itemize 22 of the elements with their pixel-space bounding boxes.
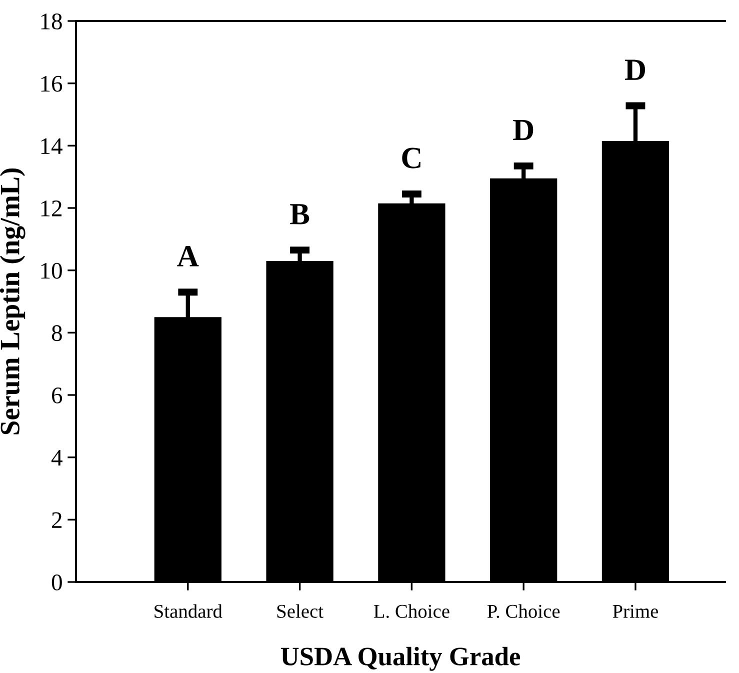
annotation: D (624, 60, 646, 80)
x-tick-label: Standard (154, 604, 222, 618)
annotation: B (290, 204, 310, 224)
y-tick-label: 4 (51, 450, 62, 466)
annotation: C (402, 148, 420, 168)
y-axis-title: Serum Leptin (ng/mL) (0, 168, 26, 434)
y-tick-label: 18 (41, 13, 62, 30)
x-axis-title: USDA Quality Grade (280, 646, 520, 671)
y-tick-label: 6 (52, 388, 62, 404)
y-tick-label: 0 (52, 574, 62, 590)
x-tick-label: Prime (612, 604, 658, 618)
annotation: A (177, 246, 199, 266)
y-tick-label: 10 (41, 262, 62, 279)
y-tick-label: 12 (41, 200, 62, 216)
x-tick-label: P. Choice (487, 604, 560, 618)
annotation: D (513, 120, 534, 140)
y-tick-label: 2 (52, 512, 62, 528)
y-tick-label: 16 (41, 76, 62, 92)
x-tick-label: Select (277, 604, 324, 618)
y-tick-label: 14 (41, 138, 62, 154)
y-tick-label: 8 (52, 325, 62, 342)
x-tick-label: L. Choice (374, 604, 450, 618)
